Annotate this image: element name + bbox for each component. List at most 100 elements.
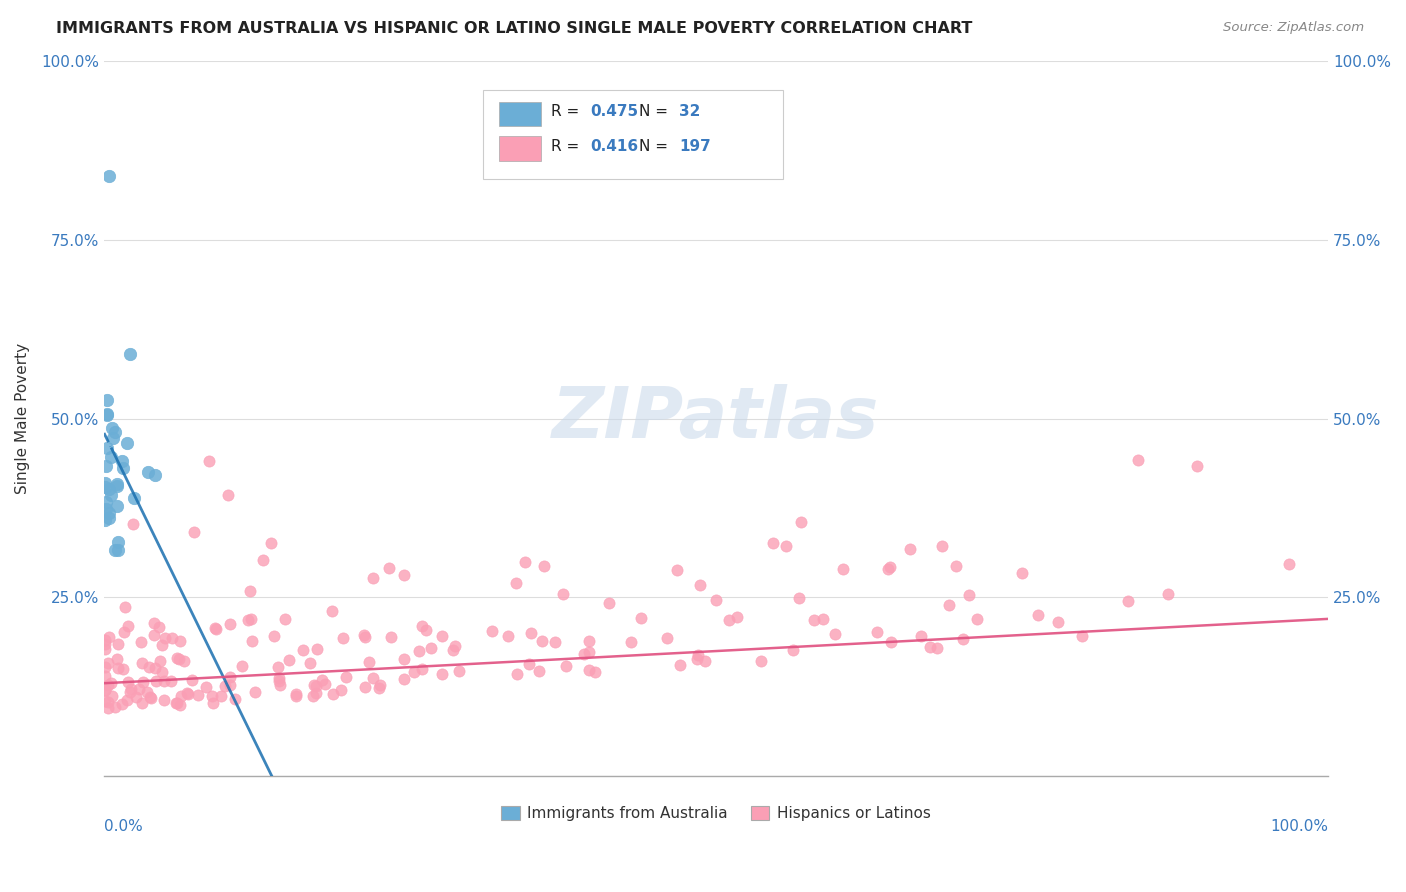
Point	[578, 663, 600, 677]
Point	[98, 482, 121, 496]
Point	[443, 640, 465, 654]
Point	[132, 674, 155, 689]
Point	[832, 562, 855, 576]
Point	[231, 659, 253, 673]
Point	[415, 623, 437, 637]
Point	[302, 678, 325, 692]
Text: 32: 32	[679, 104, 700, 120]
Point	[218, 617, 240, 632]
Text: IMMIGRANTS FROM AUSTRALIA VS HISPANIC OR LATINO SINGLE MALE POVERTY CORRELATION : IMMIGRANTS FROM AUSTRALIA VS HISPANIC OR…	[56, 21, 973, 36]
Point	[952, 632, 974, 647]
Point	[321, 604, 343, 618]
Point	[105, 499, 128, 513]
Point	[176, 686, 198, 700]
Point	[150, 665, 173, 679]
Point	[824, 627, 846, 641]
Point	[142, 616, 165, 631]
Point	[302, 689, 325, 703]
Point	[217, 488, 239, 502]
Point	[252, 553, 274, 567]
Point	[260, 536, 283, 550]
Text: R =: R =	[551, 139, 583, 153]
Point	[111, 661, 134, 675]
Point	[218, 678, 240, 692]
Point	[111, 454, 134, 468]
Point	[214, 679, 236, 693]
Point	[1071, 629, 1094, 643]
Point	[211, 690, 233, 704]
Point	[505, 576, 527, 591]
Point	[1011, 566, 1033, 580]
Point	[578, 633, 600, 648]
Point	[107, 535, 129, 549]
Point	[112, 461, 135, 475]
Point	[898, 542, 921, 557]
Point	[945, 558, 967, 573]
Point	[411, 619, 433, 633]
Point	[402, 665, 425, 680]
Point	[115, 436, 138, 450]
FancyBboxPatch shape	[484, 90, 783, 179]
Point	[155, 632, 177, 646]
Point	[481, 624, 503, 639]
Point	[517, 657, 540, 672]
Point	[314, 677, 336, 691]
Point	[285, 687, 308, 701]
Point	[97, 657, 120, 671]
Point	[97, 700, 120, 714]
Point	[775, 539, 797, 553]
Point	[1278, 557, 1301, 571]
Point	[749, 654, 772, 668]
Point	[305, 679, 328, 693]
Point	[669, 657, 692, 672]
Point	[555, 659, 578, 673]
Point	[686, 652, 709, 666]
Point	[533, 558, 555, 573]
Point	[96, 502, 118, 516]
Point	[263, 629, 285, 643]
Point	[238, 583, 260, 598]
Point	[98, 630, 121, 644]
Point	[332, 631, 354, 645]
Point	[578, 645, 600, 659]
Point	[361, 571, 384, 585]
Point	[111, 697, 134, 711]
Point	[925, 640, 948, 655]
Point	[392, 673, 415, 687]
Legend: Immigrants from Australia, Hispanics or Latinos: Immigrants from Australia, Hispanics or …	[495, 800, 936, 827]
Point	[657, 632, 679, 646]
Point	[380, 630, 402, 644]
Point	[205, 622, 228, 636]
Point	[96, 408, 118, 422]
Point	[1047, 615, 1070, 630]
Point	[94, 512, 117, 526]
Point	[938, 599, 960, 613]
Point	[120, 684, 142, 698]
Point	[98, 511, 121, 525]
Point	[94, 480, 117, 494]
Point	[114, 599, 136, 614]
Point	[100, 487, 122, 501]
Point	[267, 660, 290, 674]
Point	[354, 630, 377, 644]
Point	[1118, 594, 1140, 608]
Point	[97, 695, 120, 709]
Point	[665, 563, 688, 577]
Point	[166, 696, 188, 710]
Text: 197: 197	[679, 139, 711, 153]
Point	[530, 633, 553, 648]
Point	[104, 699, 127, 714]
Point	[177, 687, 200, 701]
Point	[107, 637, 129, 651]
Point	[98, 506, 121, 520]
Point	[143, 661, 166, 675]
Point	[432, 667, 454, 681]
Point	[103, 425, 125, 439]
Point	[166, 650, 188, 665]
Point	[583, 665, 606, 680]
Point	[121, 516, 143, 531]
Point	[145, 467, 167, 482]
Point	[790, 515, 813, 529]
Point	[94, 475, 117, 490]
Point	[910, 629, 932, 643]
